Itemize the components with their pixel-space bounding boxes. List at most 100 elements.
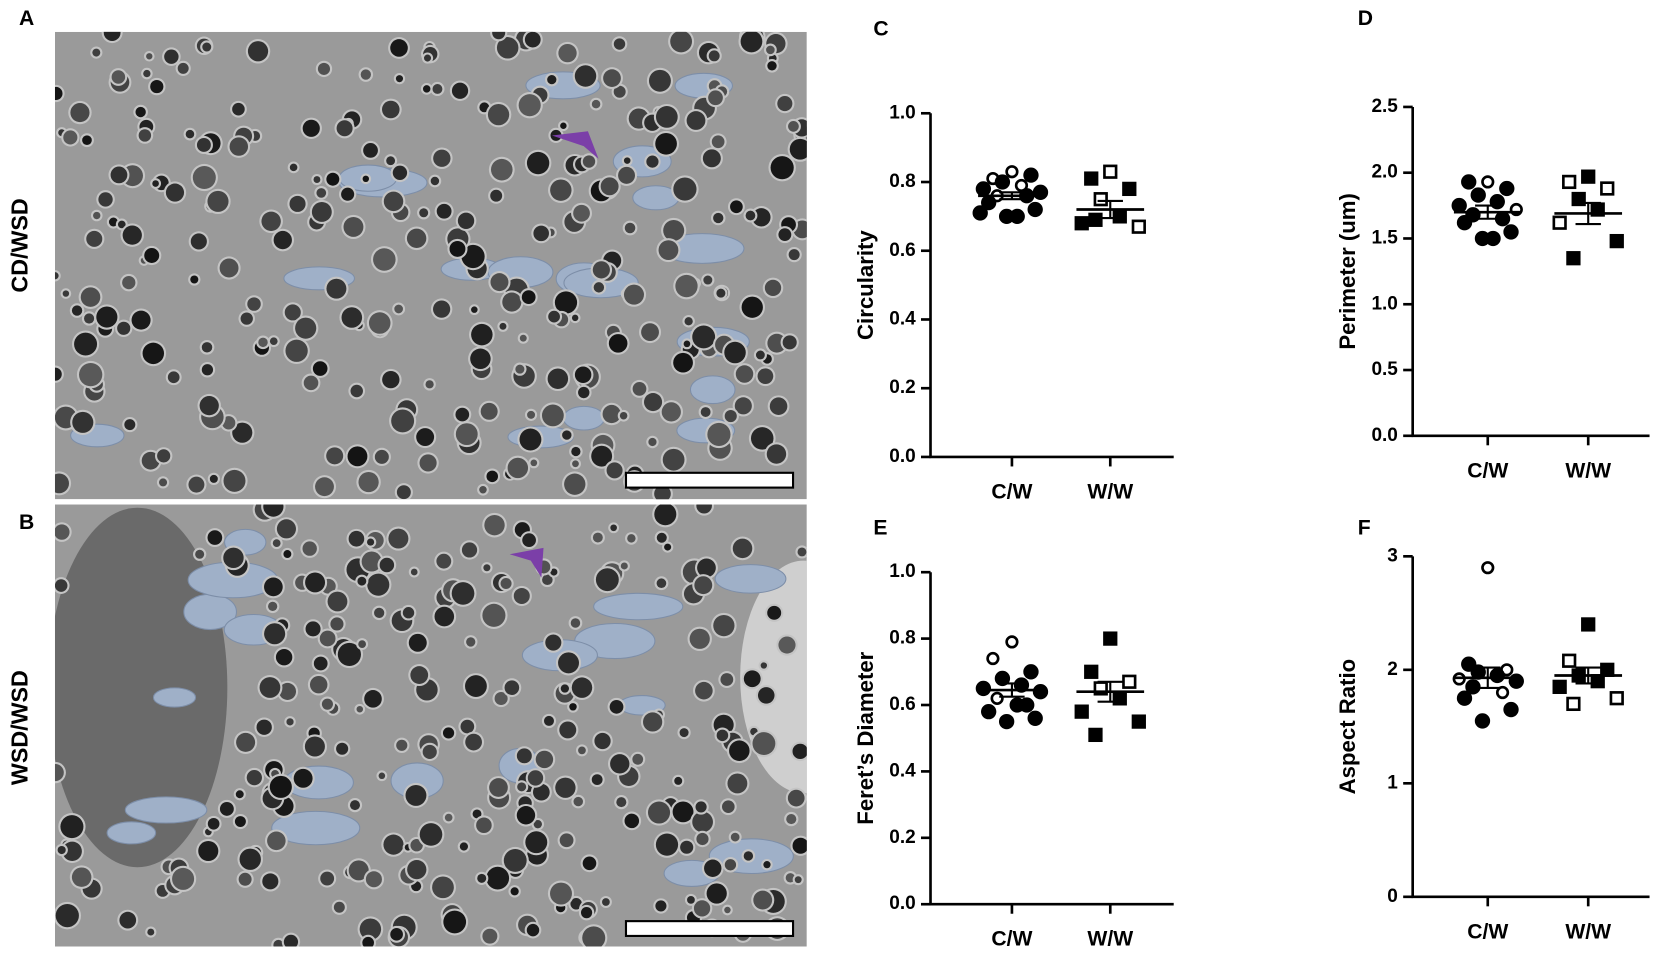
data-point xyxy=(1032,684,1049,700)
granule xyxy=(555,777,576,798)
granule xyxy=(482,928,498,944)
granule xyxy=(443,910,467,934)
granule xyxy=(74,332,98,356)
granule xyxy=(341,187,355,201)
granule xyxy=(234,816,246,828)
granule xyxy=(360,69,371,80)
granule xyxy=(117,321,131,335)
granule xyxy=(602,404,621,424)
granule xyxy=(269,337,278,346)
data-point xyxy=(1023,167,1039,183)
granule xyxy=(689,628,710,649)
granule xyxy=(492,31,506,40)
granule xyxy=(269,775,292,798)
granule xyxy=(326,172,340,186)
granule xyxy=(647,801,671,824)
granule xyxy=(201,364,214,376)
granule xyxy=(396,739,408,751)
y-tick-label: 3 xyxy=(1387,545,1398,566)
data-point xyxy=(1503,224,1519,240)
granule xyxy=(110,166,128,184)
granule xyxy=(482,603,506,627)
granule xyxy=(122,275,136,290)
granule xyxy=(261,211,281,231)
micrographs xyxy=(54,31,807,947)
data-point xyxy=(998,713,1015,730)
granule xyxy=(289,163,298,172)
granule xyxy=(444,813,453,822)
granule xyxy=(708,50,720,62)
granule xyxy=(152,180,159,187)
granule xyxy=(410,839,423,852)
granule xyxy=(547,74,557,85)
granule xyxy=(743,670,761,688)
x-tick-label: C/W xyxy=(991,480,1032,503)
granule xyxy=(627,534,636,543)
granule xyxy=(465,733,482,751)
granule xyxy=(96,306,118,328)
granule xyxy=(513,587,530,604)
granule xyxy=(530,459,538,467)
granule xyxy=(54,579,68,592)
granule xyxy=(516,748,532,764)
granule xyxy=(321,698,333,710)
granule xyxy=(486,866,510,890)
granule xyxy=(658,240,679,260)
granule xyxy=(476,817,492,834)
granule xyxy=(359,918,382,940)
granule xyxy=(430,176,440,186)
data-point xyxy=(1474,713,1491,729)
granule xyxy=(406,228,427,249)
nucleus xyxy=(54,507,228,868)
granule xyxy=(562,430,572,440)
data-point xyxy=(1495,685,1510,700)
data-point xyxy=(1562,653,1577,668)
granule xyxy=(500,577,512,589)
granule xyxy=(502,292,522,312)
granule xyxy=(766,444,787,464)
granule xyxy=(792,743,807,760)
granule xyxy=(235,790,244,799)
granule xyxy=(374,449,389,464)
granule xyxy=(368,312,391,334)
granule xyxy=(432,876,454,899)
mitochondrion xyxy=(124,796,208,824)
granule xyxy=(573,796,583,807)
granule xyxy=(632,382,647,396)
granule xyxy=(490,273,509,292)
granule xyxy=(489,778,508,797)
granule xyxy=(572,460,579,468)
granule xyxy=(574,65,597,87)
y-tick-label: 0.0 xyxy=(889,446,915,467)
granule xyxy=(333,901,345,913)
granule xyxy=(188,476,205,493)
mitochondrion xyxy=(714,564,787,594)
x-tick-label: W/W xyxy=(1087,928,1133,951)
granule xyxy=(697,558,716,578)
granule xyxy=(643,712,663,732)
data-point xyxy=(1609,691,1624,706)
granule xyxy=(503,849,527,872)
granule xyxy=(388,528,409,549)
granule xyxy=(786,814,797,825)
granule xyxy=(361,551,382,572)
granule xyxy=(788,249,800,261)
granule xyxy=(578,746,586,755)
granule xyxy=(391,409,415,433)
x-tick-label: W/W xyxy=(1087,480,1133,503)
data-point xyxy=(1005,165,1019,179)
granule xyxy=(648,69,671,92)
data-point xyxy=(1456,690,1473,706)
granule xyxy=(311,202,332,222)
granule xyxy=(582,856,597,871)
granule xyxy=(79,363,103,387)
granule xyxy=(165,183,185,202)
granule xyxy=(706,883,727,904)
granule xyxy=(695,801,707,813)
granule xyxy=(98,192,113,207)
granule xyxy=(219,801,234,816)
panel-label: B xyxy=(19,511,34,534)
granule xyxy=(425,380,434,389)
granule xyxy=(559,833,574,848)
granule xyxy=(727,773,748,794)
